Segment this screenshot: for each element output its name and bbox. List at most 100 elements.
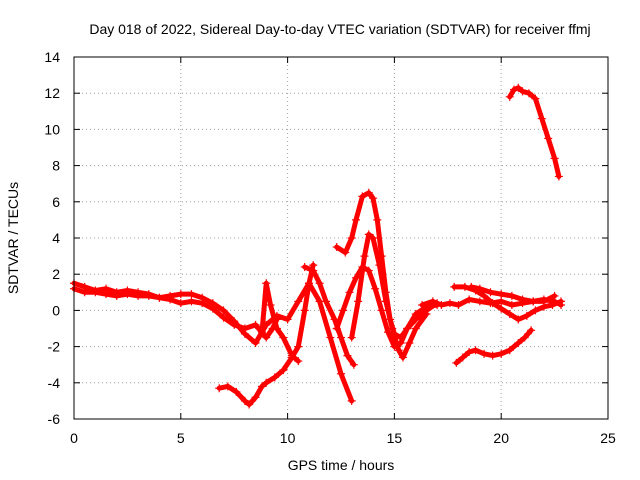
data-point bbox=[176, 290, 185, 299]
data-point bbox=[373, 215, 382, 224]
series-track-8 bbox=[332, 262, 442, 351]
data-point bbox=[369, 194, 378, 203]
data-point bbox=[411, 324, 420, 333]
y-tick-label: -4 bbox=[48, 375, 61, 391]
data-point bbox=[371, 284, 380, 293]
series-track-4 bbox=[257, 279, 303, 366]
data-point bbox=[332, 324, 341, 333]
data-point bbox=[251, 338, 260, 347]
data-point bbox=[377, 306, 386, 315]
y-tick-label: -6 bbox=[48, 411, 61, 427]
data-point bbox=[155, 293, 164, 302]
data-point bbox=[240, 396, 249, 405]
data-point bbox=[287, 351, 296, 360]
data-point bbox=[251, 320, 260, 329]
data-point bbox=[360, 252, 369, 261]
data-point bbox=[245, 400, 254, 409]
data-point bbox=[381, 297, 390, 306]
chart-title: Day 018 of 2022, Sidereal Day-to-day VTE… bbox=[89, 21, 590, 37]
data-point bbox=[351, 215, 360, 224]
data-point bbox=[544, 134, 553, 143]
y-tick-label: 0 bbox=[52, 302, 60, 318]
data-point bbox=[505, 310, 514, 319]
data-point bbox=[358, 192, 367, 201]
data-point bbox=[497, 349, 506, 358]
data-point bbox=[531, 94, 540, 103]
data-point bbox=[550, 154, 559, 163]
data-point bbox=[176, 299, 185, 308]
data-point bbox=[524, 89, 533, 98]
data-point bbox=[279, 333, 288, 342]
data-point bbox=[507, 300, 516, 309]
series-track-11 bbox=[467, 282, 559, 306]
data-point bbox=[358, 262, 367, 271]
data-point bbox=[550, 291, 559, 300]
data-point bbox=[375, 261, 384, 270]
data-point bbox=[257, 382, 266, 391]
data-point bbox=[405, 338, 414, 347]
data-point bbox=[262, 279, 271, 288]
data-point bbox=[458, 353, 467, 362]
data-point bbox=[262, 378, 271, 387]
data-point bbox=[465, 295, 474, 304]
data-point bbox=[403, 324, 412, 333]
data-point bbox=[102, 290, 111, 299]
data-point bbox=[300, 262, 309, 271]
data-point bbox=[428, 297, 437, 306]
data-point bbox=[548, 300, 557, 309]
data-point bbox=[507, 291, 516, 300]
data-point bbox=[339, 306, 348, 315]
data-point bbox=[475, 284, 484, 293]
x-tick-label: 20 bbox=[493, 430, 509, 446]
series-track-2 bbox=[70, 279, 356, 405]
data-point bbox=[497, 297, 506, 306]
y-tick-label: 8 bbox=[52, 158, 60, 174]
data-point bbox=[134, 291, 143, 300]
data-point bbox=[112, 291, 121, 300]
data-point bbox=[398, 353, 407, 362]
data-point bbox=[554, 172, 563, 181]
data-point bbox=[364, 188, 373, 197]
data-point bbox=[488, 351, 497, 360]
data-point bbox=[531, 306, 540, 315]
data-point bbox=[471, 346, 480, 355]
data-point bbox=[144, 291, 153, 300]
data-point bbox=[219, 313, 228, 322]
data-point bbox=[467, 282, 476, 291]
data-point bbox=[262, 333, 271, 342]
data-point bbox=[529, 297, 538, 306]
series-track-13 bbox=[505, 83, 563, 181]
data-point bbox=[450, 282, 459, 291]
data-point bbox=[452, 358, 461, 367]
data-point bbox=[294, 342, 303, 351]
data-point bbox=[351, 273, 360, 282]
data-point bbox=[475, 297, 484, 306]
data-point bbox=[223, 382, 232, 391]
data-point bbox=[230, 317, 239, 326]
data-point bbox=[539, 297, 548, 306]
data-point bbox=[219, 306, 228, 315]
data-point bbox=[537, 114, 546, 123]
data-point bbox=[518, 295, 527, 304]
data-point bbox=[465, 348, 474, 357]
data-point bbox=[480, 349, 489, 358]
data-point bbox=[215, 384, 224, 393]
data-point bbox=[337, 369, 345, 378]
data-point bbox=[518, 87, 527, 96]
data-point bbox=[488, 299, 497, 308]
data-point bbox=[505, 346, 514, 355]
data-point bbox=[91, 288, 100, 297]
data-point bbox=[486, 288, 495, 297]
x-axis-title: GPS time / hours bbox=[288, 457, 395, 473]
data-point bbox=[514, 83, 523, 92]
y-axis-title: SDTVAR / TECUs bbox=[5, 182, 21, 294]
data-point bbox=[347, 333, 356, 342]
data-point bbox=[364, 230, 373, 239]
data-point bbox=[304, 279, 313, 288]
data-point bbox=[283, 315, 292, 324]
series-line bbox=[507, 85, 562, 179]
data-point bbox=[497, 290, 506, 299]
y-tick-label: 4 bbox=[52, 230, 60, 246]
data-point bbox=[232, 387, 241, 396]
plot-frame bbox=[73, 56, 609, 420]
